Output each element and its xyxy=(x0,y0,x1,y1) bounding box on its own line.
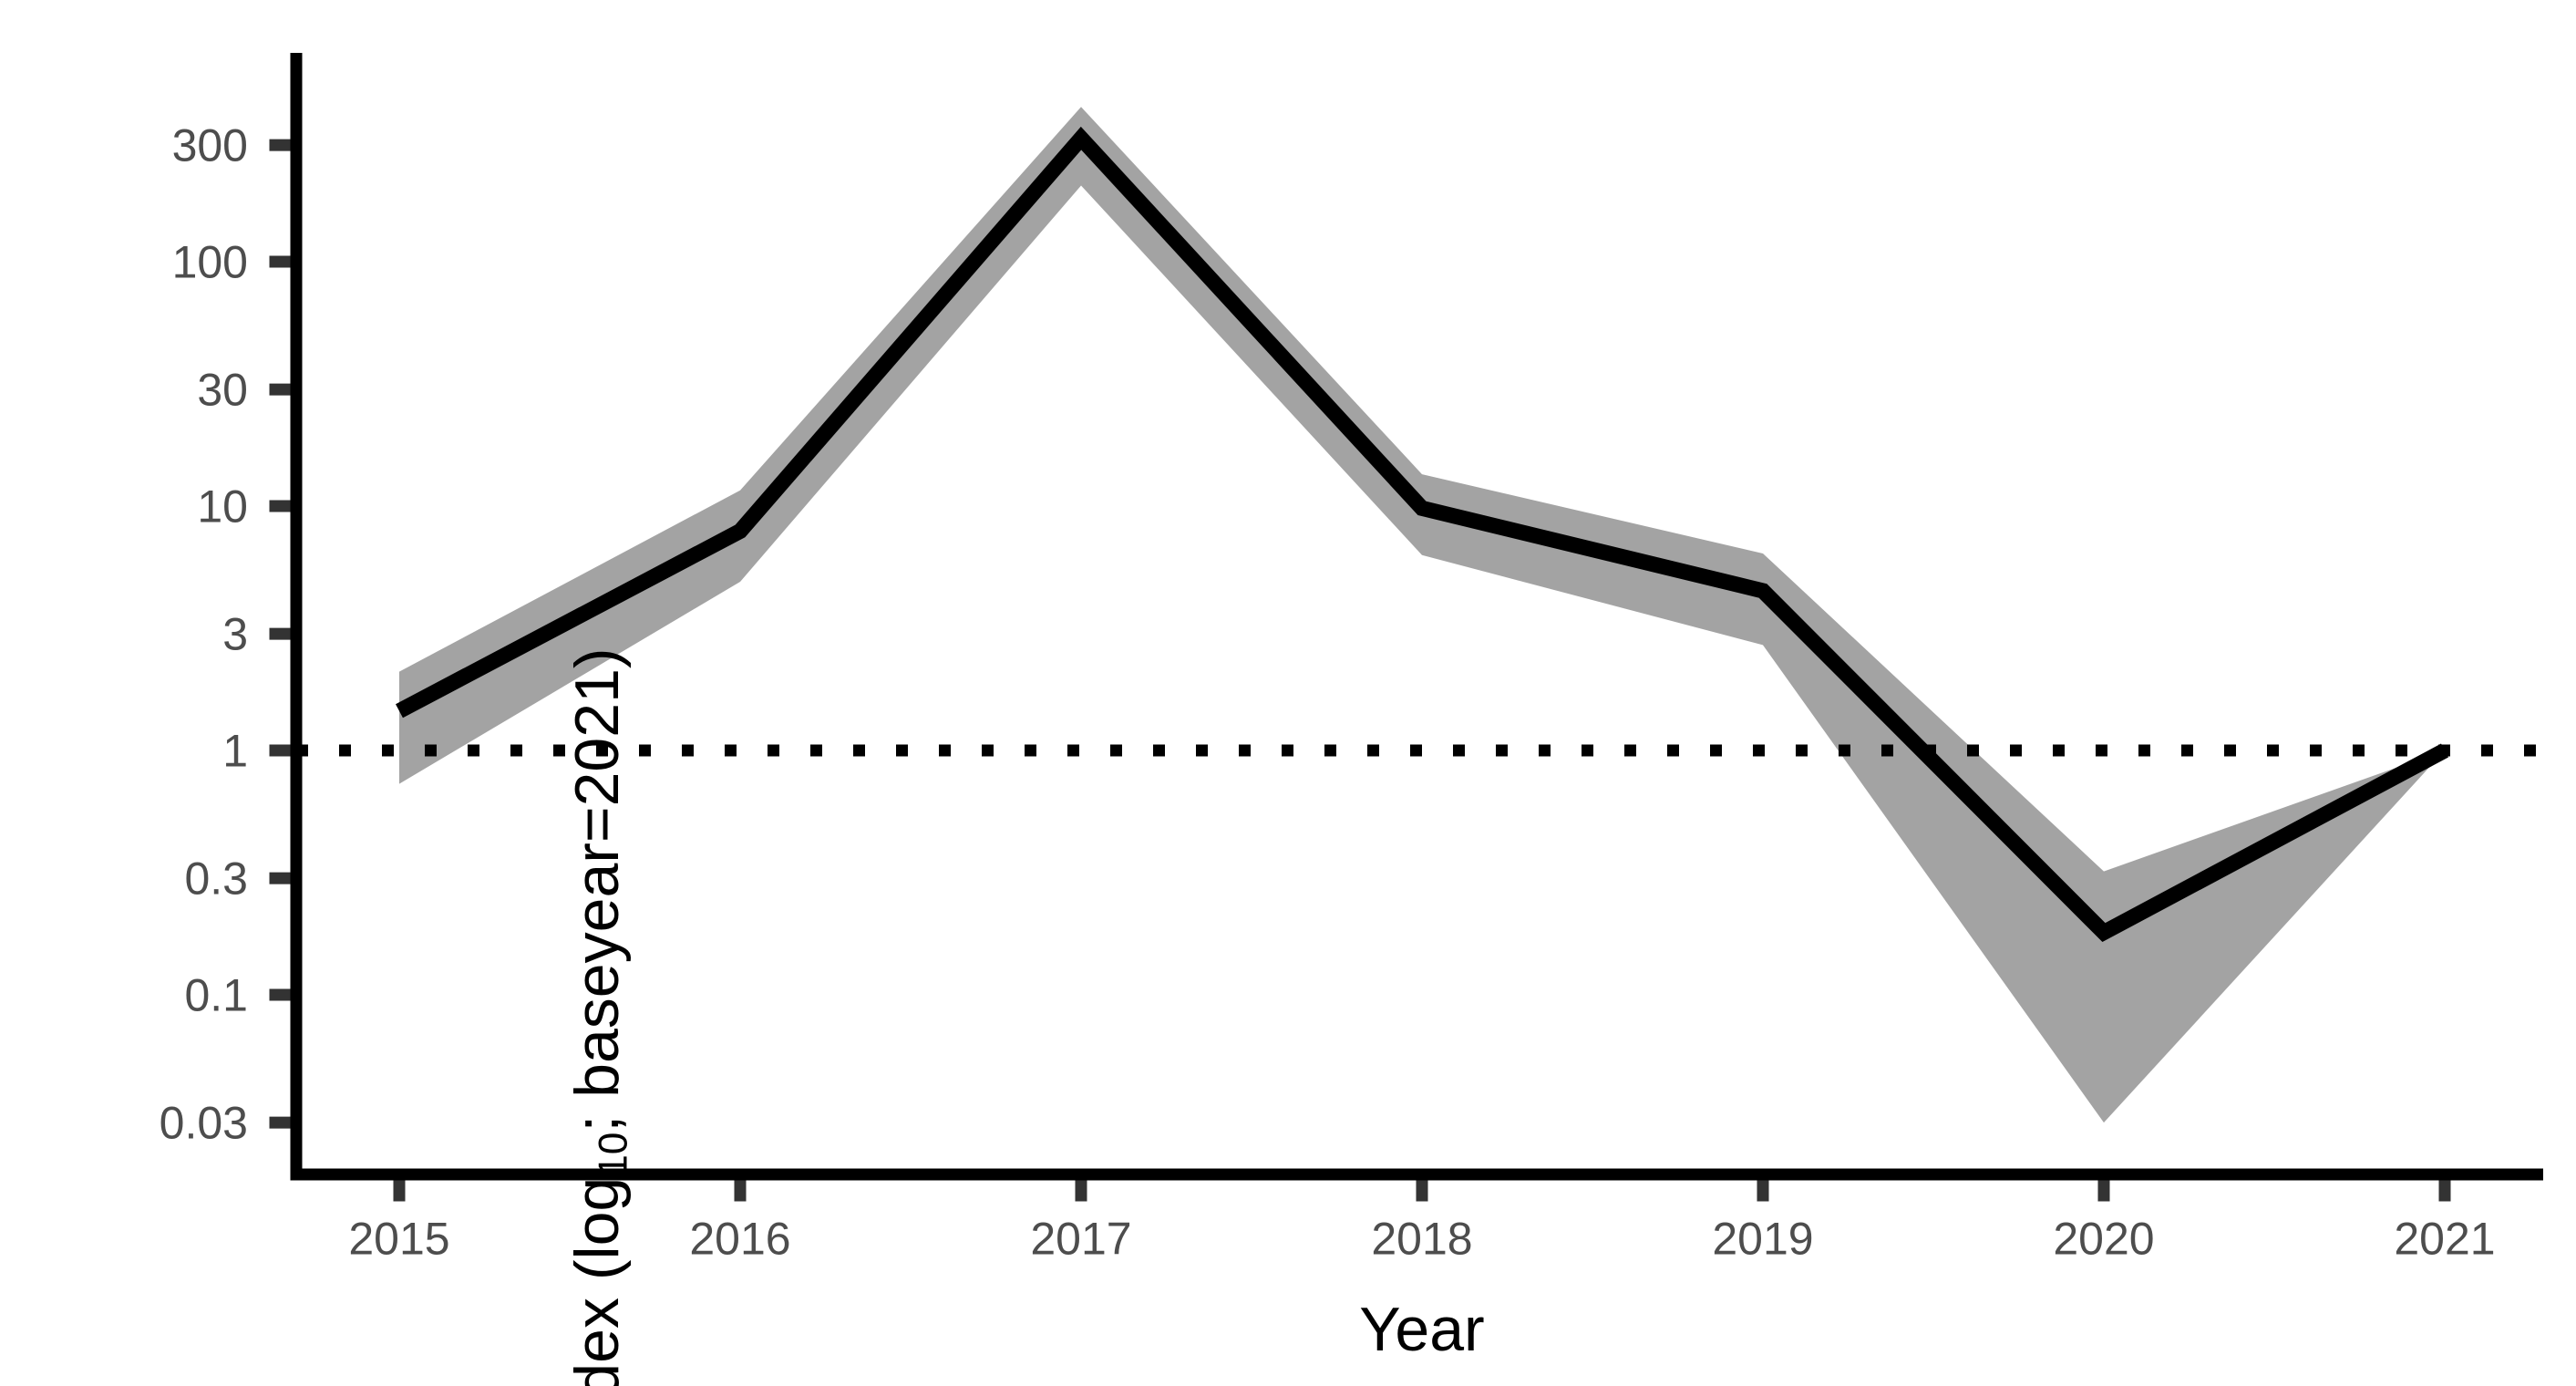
x-axis-title: Year xyxy=(1359,1295,1485,1364)
y-axis-title-text: Population index (log xyxy=(562,1177,632,1386)
y-tick-label: 1 xyxy=(222,726,248,777)
y-axis-ticks xyxy=(269,139,291,1129)
x-tick-label: 2019 xyxy=(1712,1214,1813,1265)
y-tick-label: 3 xyxy=(222,609,248,660)
x-tick-label: 2016 xyxy=(689,1214,790,1265)
population-index-line xyxy=(396,126,2449,943)
y-tick-label: 100 xyxy=(172,237,248,288)
x-tick-label: 2021 xyxy=(2394,1214,2495,1265)
x-tick-label: 2018 xyxy=(1371,1214,1472,1265)
y-axis-title-subscript: 10 xyxy=(591,1132,636,1177)
y-tick-label: 0.03 xyxy=(160,1098,248,1149)
confidence-ribbon-shape xyxy=(399,107,2445,1123)
y-tick-label: 10 xyxy=(197,481,248,533)
axis-spines xyxy=(290,53,2543,1181)
confidence-ribbon xyxy=(399,107,2445,1123)
x-tick-label: 2020 xyxy=(2053,1214,2154,1265)
x-axis-ticks xyxy=(393,1180,2451,1202)
y-tick-label: 30 xyxy=(197,365,248,416)
y-axis-tick-labels: 300 100 30 10 3 1 0.3 0.1 0.03 xyxy=(160,120,248,1149)
y-tick-label: 0.3 xyxy=(184,853,248,905)
y-axis-title-text-end: ; baseyear=2021) xyxy=(562,647,632,1133)
population-index-path xyxy=(396,126,2449,943)
y-tick-label: 300 xyxy=(172,120,248,171)
y-axis-title: Population index (log10; baseyear=2021) xyxy=(562,647,636,1386)
x-axis-tick-labels: 2015 2016 2017 2018 2019 2020 2021 xyxy=(348,1214,2495,1265)
y-tick-label: 0.1 xyxy=(184,970,248,1021)
x-tick-label: 2015 xyxy=(348,1214,449,1265)
x-tick-label: 2017 xyxy=(1030,1214,1131,1265)
